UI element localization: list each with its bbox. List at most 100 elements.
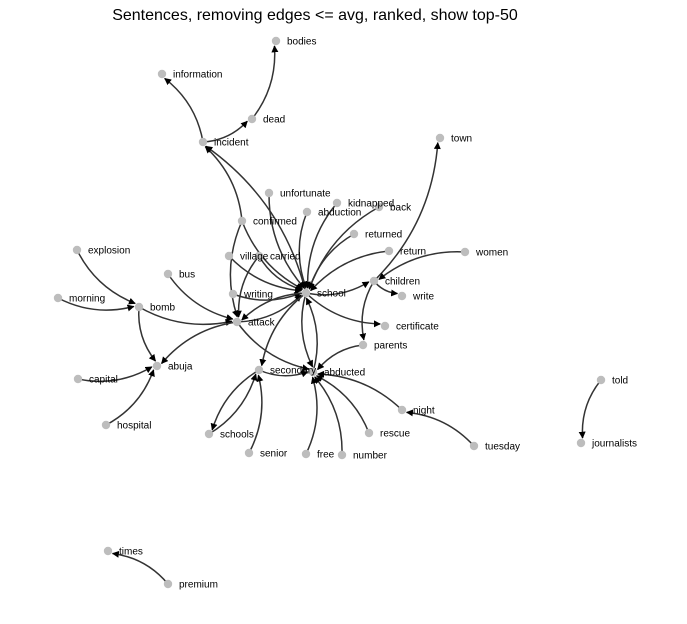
node-confirmed[interactable] [237,216,247,226]
node-label-secondary: secondary [270,366,316,377]
node-label-journalists: journalists [591,439,637,450]
node-label-abuja: abuja [168,362,193,373]
edge-free-abducted [305,376,318,455]
node-free[interactable] [301,449,311,459]
node-attack[interactable] [232,317,242,327]
node-label-write: write [412,292,435,303]
node-bus[interactable] [163,269,173,279]
node-unfortunate[interactable] [264,188,274,198]
node-label-children: children [385,277,420,288]
node-label-rescue: rescue [380,429,410,440]
node-label-unfortunate: unfortunate [280,189,331,200]
edge-capital-abuja [77,366,153,383]
node-parents[interactable] [358,340,368,350]
node-number[interactable] [337,450,347,460]
edge-dead-bodies [251,45,279,120]
node-abduction[interactable] [302,207,312,217]
edge-unfortunate-school [268,192,305,289]
node-back[interactable] [374,202,384,212]
edge-school-children [305,281,370,296]
node-tuesday[interactable] [469,441,479,451]
edge-attack-abuja [160,321,238,365]
node-told[interactable] [596,375,606,385]
node-times[interactable] [103,546,113,556]
node-dead[interactable] [247,114,257,124]
edge-confirmed-attack [229,220,243,318]
node-writing[interactable] [228,289,238,299]
edge-abducted-school [305,297,318,373]
edge-bus-attack [167,273,234,321]
edge-confirmed-incident [204,146,243,222]
edge-night-abducted [317,370,403,411]
node-children[interactable] [369,276,379,286]
node-village[interactable] [224,251,234,261]
node-kidnapped[interactable] [332,198,342,208]
node-write[interactable] [397,291,407,301]
node-label-back: back [390,203,412,214]
node-capital[interactable] [73,374,83,384]
node-carried[interactable] [254,251,264,261]
node-label-abducted: abducted [324,368,365,379]
edge-told-journalists [578,379,602,439]
node-explosion[interactable] [72,245,82,255]
node-label-return: return [400,247,426,258]
node-label-dead: dead [263,115,285,126]
edge-number-abducted [314,376,343,456]
node-label-schools: schools [220,430,254,441]
edge-secondary-schools [210,369,260,431]
node-premium[interactable] [163,579,173,589]
edge-school-secondary [259,292,307,367]
node-bodies[interactable] [271,36,281,46]
node-incident[interactable] [198,137,208,147]
node-label-told: told [612,376,628,387]
edge-incident-information [164,77,204,143]
node-label-certificate: certificate [396,322,439,333]
node-journalists[interactable] [576,438,586,448]
node-label-bodies: bodies [287,37,316,48]
node-rescue[interactable] [364,428,374,438]
edge-kidnapped-school [303,202,338,289]
node-label-hospital: hospital [117,421,151,432]
node-abuja[interactable] [152,361,162,371]
node-label-village: village [240,252,269,263]
node-returned[interactable] [349,229,359,239]
node-label-free: free [317,450,335,461]
edge-village-school [228,255,303,294]
node-label-writing: writing [243,290,273,301]
node-label-morning: morning [69,294,105,305]
edge-women-children [378,251,466,281]
node-secondary[interactable] [254,365,264,375]
node-label-bus: bus [179,270,195,281]
node-label-school: school [317,289,346,300]
node-information[interactable] [157,69,167,79]
node-night[interactable] [397,405,407,415]
node-return[interactable] [384,246,394,256]
node-schools[interactable] [204,429,214,439]
edge-tuesday-night [405,409,475,447]
node-abducted[interactable] [308,367,318,377]
node-label-premium: premium [179,580,218,591]
edge-schools-secondary [208,373,258,435]
node-town[interactable] [435,133,445,143]
edge-layer [57,45,602,585]
edge-hospital-abuja [105,369,155,426]
edge-morning-bomb [57,297,135,312]
edge-attack-abducted [236,321,310,372]
node-school[interactable] [301,288,311,298]
edge-explosion-bomb [76,249,136,305]
node-hospital[interactable] [101,420,111,430]
node-women[interactable] [460,247,470,257]
node-label-women: women [475,248,508,259]
node-label-times: times [119,547,143,558]
node-label-information: information [173,70,222,81]
node-certificate[interactable] [380,321,390,331]
node-morning[interactable] [53,293,63,303]
node-label-confirmed: confirmed [253,217,297,228]
node-senior[interactable] [244,448,254,458]
node-label-senior: senior [260,449,288,460]
node-bomb[interactable] [134,302,144,312]
edge-secondary-abducted [258,369,309,378]
edge-rescue-abducted [315,375,370,434]
edge-return-school [310,250,390,292]
